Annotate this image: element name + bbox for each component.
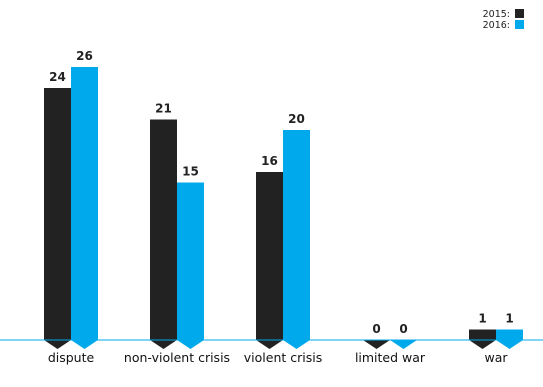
value-label-2016-non-violent-crisis: 15 <box>182 165 199 179</box>
bar-2015-war <box>469 329 496 349</box>
bar-2016-dispute <box>71 67 98 349</box>
bar-2016-violent-crisis <box>283 130 310 349</box>
value-label-2015-violent-crisis: 16 <box>261 154 278 168</box>
category-label-violent-crisis: violent crisis <box>244 350 322 365</box>
bar-2016-limited-war <box>390 340 417 349</box>
value-label-2015-limited-war: 0 <box>372 322 380 336</box>
legend-swatch-2015 <box>515 9 524 18</box>
legend-swatch-2016 <box>515 20 524 29</box>
value-label-2016-war: 1 <box>505 312 513 326</box>
bar-2016-non-violent-crisis <box>177 182 204 349</box>
value-label-2015-non-violent-crisis: 21 <box>155 102 172 116</box>
bar-2015-violent-crisis <box>256 172 283 349</box>
bar-2015-non-violent-crisis <box>150 119 177 349</box>
value-label-2016-limited-war: 0 <box>399 322 407 336</box>
bar-2015-limited-war <box>363 340 390 349</box>
bar-2015-dispute <box>44 88 71 349</box>
value-label-2015-dispute: 24 <box>49 70 66 84</box>
category-label-limited-war: limited war <box>355 350 426 365</box>
value-label-2016-dispute: 26 <box>76 49 93 63</box>
category-label-non-violent-crisis: non-violent crisis <box>124 350 230 365</box>
legend-label-2015: 2015: <box>483 9 510 20</box>
value-label-2015-war: 1 <box>478 312 486 326</box>
value-labels-group: 24 26 21 15 16 20 0 0 1 1 <box>49 49 514 336</box>
legend-label-2016: 2016: <box>483 20 510 31</box>
bar-2016-war <box>496 329 523 349</box>
category-label-dispute: dispute <box>48 350 95 365</box>
legend: 2015:2016: <box>483 9 524 31</box>
bars-group <box>44 67 523 349</box>
value-label-2016-violent-crisis: 20 <box>288 112 305 126</box>
category-labels-group: dispute non-violent crisis violent crisis l… <box>48 350 509 365</box>
category-label-war: war <box>484 350 508 365</box>
